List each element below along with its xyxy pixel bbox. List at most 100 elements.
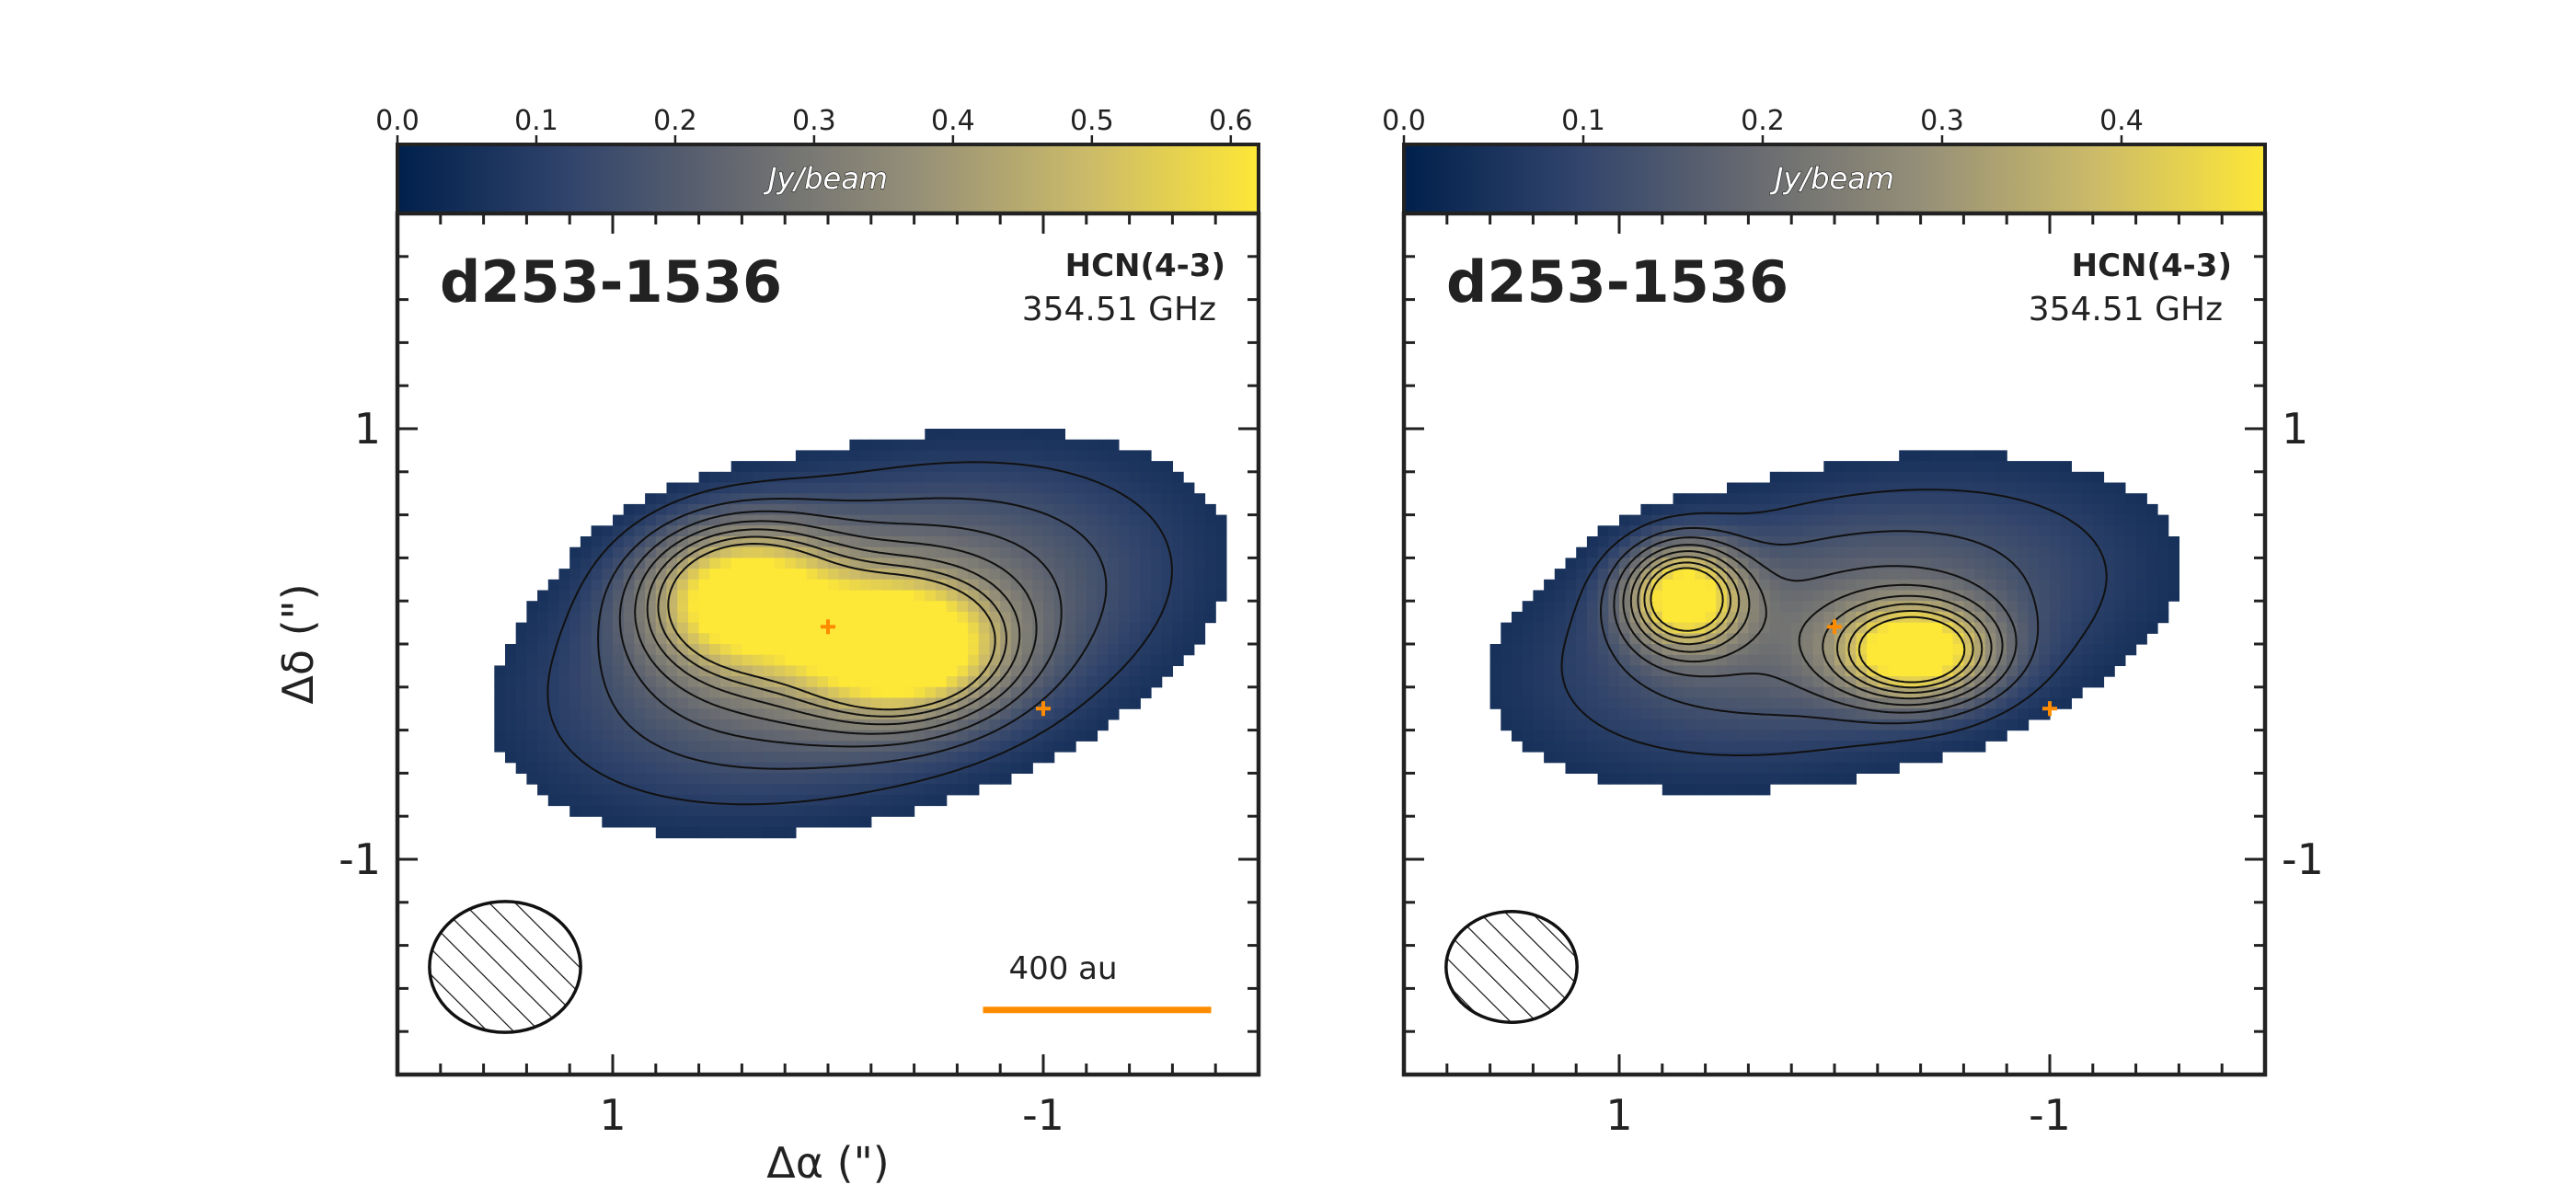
map-pixel xyxy=(1544,708,1556,720)
map-pixel xyxy=(1183,633,1195,645)
map-pixel xyxy=(1140,579,1152,592)
map-pixel xyxy=(537,633,549,645)
map-pixel xyxy=(1823,708,1835,720)
map-pixel xyxy=(881,525,893,537)
map-pixel xyxy=(1629,730,1641,742)
map-pixel xyxy=(634,601,646,613)
map-pixel xyxy=(1075,622,1087,634)
map-pixel xyxy=(1899,493,1911,505)
map-pixel xyxy=(1909,471,1922,484)
map-pixel xyxy=(1043,536,1055,548)
map-pixel xyxy=(1801,665,1814,677)
map-pixel xyxy=(870,601,883,613)
map-pixel xyxy=(1952,536,1964,548)
map-pixel xyxy=(1856,708,1868,720)
map-pixel xyxy=(623,805,635,817)
map-pixel xyxy=(655,514,668,526)
map-pixel xyxy=(1640,644,1652,656)
map-pixel xyxy=(515,719,527,731)
map-pixel xyxy=(1877,730,1890,742)
map-pixel xyxy=(1780,708,1792,720)
map-pixel xyxy=(881,536,893,548)
map-pixel xyxy=(645,730,657,742)
map-pixel xyxy=(1888,752,1900,764)
map-pixel xyxy=(1129,482,1141,494)
map-pixel xyxy=(838,601,850,613)
map-pixel xyxy=(795,654,808,666)
map-pixel xyxy=(1920,482,1932,494)
map-pixel xyxy=(1834,741,1846,753)
map-pixel xyxy=(1565,676,1577,688)
map-pixel xyxy=(1877,752,1890,764)
map-pixel xyxy=(989,461,1001,473)
map-pixel xyxy=(1716,493,1728,505)
map-pixel xyxy=(817,730,829,742)
map-pixel xyxy=(2092,579,2105,592)
map-pixel xyxy=(1118,471,1131,484)
map-pixel xyxy=(860,794,872,807)
map-pixel xyxy=(795,773,808,785)
map-pixel xyxy=(1801,676,1814,688)
map-pixel xyxy=(849,482,861,494)
map-pixel xyxy=(1931,482,1943,494)
map-pixel xyxy=(785,525,797,537)
map-pixel xyxy=(1984,730,1997,742)
map-pixel xyxy=(817,644,829,656)
map-pixel xyxy=(1204,579,1216,592)
map-pixel xyxy=(1780,719,1792,731)
map-pixel xyxy=(1640,633,1652,645)
map-pixel xyxy=(806,611,818,624)
map-pixel xyxy=(1801,741,1814,753)
map-pixel xyxy=(655,730,668,742)
map-pixel xyxy=(1909,654,1922,666)
map-pixel xyxy=(1801,719,1814,731)
map-pixel xyxy=(698,784,710,796)
map-pixel xyxy=(2017,471,2030,484)
map-pixel xyxy=(881,665,893,677)
map-pixel xyxy=(698,590,710,602)
map-pixel xyxy=(1705,719,1717,731)
map-pixel xyxy=(892,794,904,807)
map-pixel xyxy=(634,665,646,677)
map-pixel xyxy=(1748,611,1760,624)
map-pixel xyxy=(1565,644,1577,656)
map-pixel xyxy=(1108,622,1120,634)
map-pixel xyxy=(1097,525,1109,537)
map-pixel xyxy=(666,686,678,699)
map-pixel xyxy=(1010,590,1023,602)
map-pixel xyxy=(2114,590,2126,602)
map-pixel xyxy=(838,622,850,634)
map-pixel xyxy=(936,536,948,548)
map-pixel xyxy=(1694,654,1707,666)
map-pixel xyxy=(753,676,765,688)
map-pixel xyxy=(1984,601,1997,613)
map-pixel xyxy=(1931,514,1943,526)
map-pixel xyxy=(785,644,797,656)
map-pixel xyxy=(2028,536,2040,548)
map-pixel xyxy=(1748,730,1760,742)
map-pixel xyxy=(1727,752,1739,764)
map-pixel xyxy=(1576,579,1588,592)
map-pixel xyxy=(892,654,904,666)
map-pixel xyxy=(849,461,861,473)
map-pixel xyxy=(2114,514,2126,526)
map-pixel xyxy=(903,773,915,785)
map-pixel xyxy=(1097,461,1109,473)
map-pixel xyxy=(1812,730,1824,742)
map-pixel xyxy=(892,697,904,709)
map-pixel xyxy=(645,773,657,785)
map-pixel xyxy=(1151,622,1163,634)
map-pixel xyxy=(785,654,797,666)
map-pixel xyxy=(666,784,678,796)
map-pixel xyxy=(526,697,538,709)
map-pixel xyxy=(1801,482,1814,494)
map-pixel xyxy=(753,471,765,484)
map-pixel xyxy=(828,816,840,828)
map-pixel xyxy=(1161,611,1173,624)
map-pixel xyxy=(580,773,592,785)
map-pixel xyxy=(2135,536,2147,548)
map-pixel xyxy=(1963,546,1975,558)
map-pixel xyxy=(1791,558,1803,569)
map-pixel xyxy=(795,784,808,796)
map-pixel xyxy=(720,784,732,796)
